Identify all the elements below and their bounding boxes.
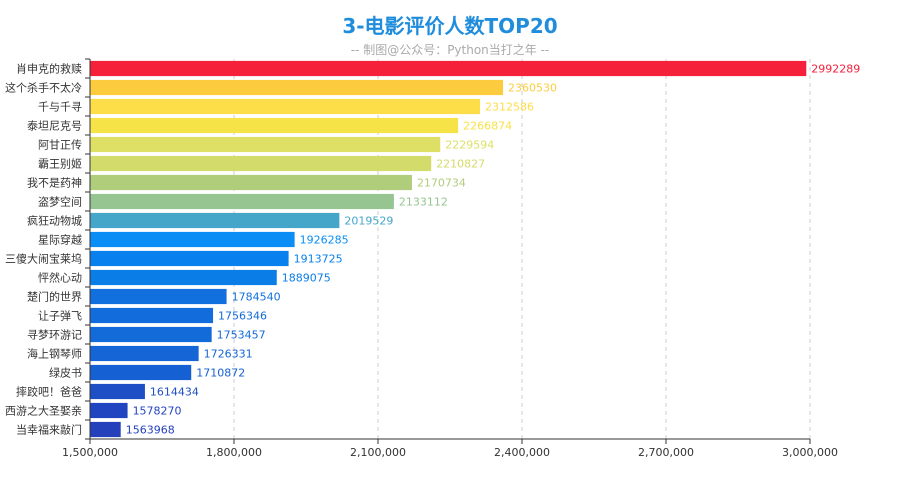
bar	[90, 174, 412, 191]
value-label: 2312586	[485, 101, 534, 114]
x-tick-label: 1,500,000	[62, 446, 118, 459]
bar	[90, 212, 340, 229]
bar	[90, 250, 289, 267]
value-label: 2133112	[399, 196, 448, 209]
category-label: 盗梦空间	[38, 195, 82, 209]
category-label: 星际穿越	[38, 233, 82, 247]
x-tick-label: 2,100,000	[350, 446, 406, 459]
x-tick-label: 1,800,000	[206, 446, 262, 459]
value-label: 1726331	[204, 348, 253, 361]
bar	[90, 79, 504, 96]
bar	[90, 269, 277, 286]
bar	[90, 98, 481, 115]
value-label: 1784540	[232, 291, 281, 304]
value-label: 1753457	[217, 329, 266, 342]
category-label: 泰坦尼克号	[27, 119, 82, 133]
bar	[90, 193, 394, 210]
bar	[90, 364, 192, 381]
value-label: 1710872	[196, 367, 245, 380]
bar	[90, 288, 227, 305]
x-tick-label: 2,700,000	[638, 446, 694, 459]
value-label: 1889075	[282, 272, 331, 285]
category-label: 当幸福来敲门	[16, 423, 82, 437]
category-label: 我不是药神	[27, 176, 82, 190]
value-label: 1563968	[126, 424, 175, 437]
bars	[90, 60, 807, 438]
category-label: 绿皮书	[49, 366, 82, 380]
category-label: 海上钢琴师	[27, 347, 82, 361]
value-label: 1926285	[300, 234, 349, 247]
bar	[90, 60, 807, 77]
bar	[90, 402, 128, 419]
grid-lines	[233, 59, 811, 439]
category-label: 怦然心动	[38, 271, 82, 285]
category-label: 西游之大圣娶亲	[5, 404, 82, 418]
bar	[90, 421, 121, 438]
bar	[90, 307, 214, 324]
bar	[90, 136, 441, 153]
bar	[90, 326, 212, 343]
category-label: 肖申克的救赎	[16, 62, 82, 76]
value-label: 1756346	[218, 310, 267, 323]
category-label: 摔跤吧！爸爸	[16, 385, 82, 399]
value-label: 2266874	[463, 120, 512, 133]
category-label: 让子弹飞	[38, 309, 82, 323]
labels: 肖申克的救赎 2992289 这个杀手不太冷 2360530 千与千寻 2312586 泰坦…	[5, 62, 860, 437]
bar	[90, 231, 295, 248]
value-label: 2360530	[508, 82, 557, 95]
x-tick-label: 3,000,000	[782, 446, 838, 459]
axes: 1,500,000 1,800,000 2,100,000 2,400,000 2,70…	[62, 58, 838, 459]
value-label: 1913725	[294, 253, 343, 266]
bar	[90, 345, 199, 362]
value-label: 2992289	[811, 63, 860, 76]
category-label: 寻梦环游记	[27, 329, 82, 342]
category-label: 阿甘正传	[38, 139, 82, 152]
value-label: 2210827	[436, 158, 485, 171]
category-label: 千与千寻	[38, 101, 82, 114]
value-label: 2170734	[417, 177, 466, 190]
value-label: 1614434	[150, 386, 199, 399]
category-label: 霸王别姬	[38, 158, 82, 171]
category-label: 楚门的世界	[27, 290, 82, 304]
category-label: 三傻大闹宝莱坞	[5, 252, 82, 266]
category-label: 这个杀手不太冷	[5, 81, 82, 95]
category-label: 疯狂动物城	[27, 214, 82, 228]
bar	[90, 155, 432, 172]
chart-title: 3-电影评价人数TOP20	[342, 14, 558, 38]
value-label: 1578270	[133, 405, 182, 418]
value-label: 2229594	[445, 139, 494, 152]
x-tick-label: 2,400,000	[494, 446, 550, 459]
bar	[90, 117, 459, 134]
chart-subtitle: -- 制图@公众号：Python当打之年 --	[350, 43, 550, 57]
bar	[90, 383, 145, 400]
value-label: 2019529	[344, 215, 393, 228]
